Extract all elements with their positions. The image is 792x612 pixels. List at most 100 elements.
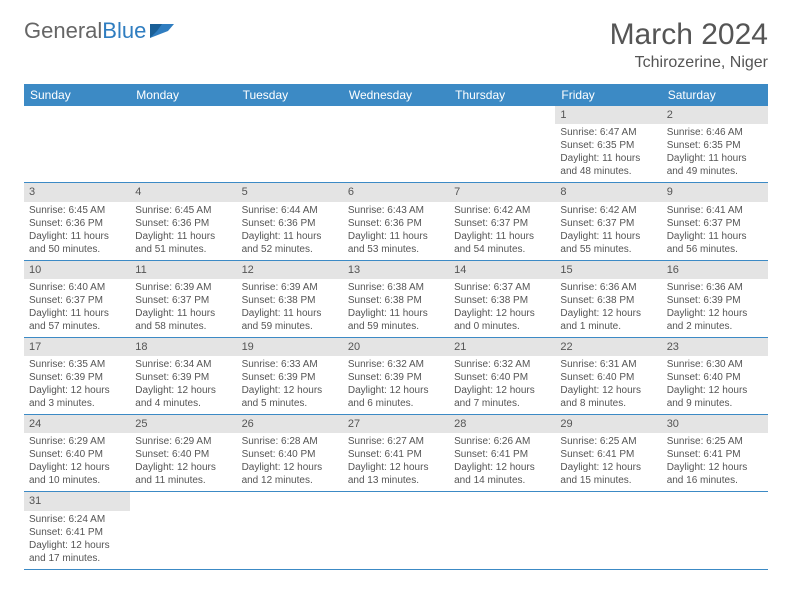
calendar-cell — [555, 492, 661, 569]
day-details: Sunrise: 6:28 AMSunset: 6:40 PMDaylight:… — [237, 433, 343, 491]
title-block: March 2024 Tchirozerine, Niger — [610, 18, 768, 72]
day-details: Sunrise: 6:30 AMSunset: 6:40 PMDaylight:… — [662, 356, 768, 414]
sunset-text: Sunset: 6:38 PM — [454, 294, 550, 307]
sunset-text: Sunset: 6:41 PM — [454, 448, 550, 461]
day-number: 6 — [343, 183, 449, 201]
day-details: Sunrise: 6:36 AMSunset: 6:39 PMDaylight:… — [662, 279, 768, 337]
daylight-text: Daylight: 11 hours and 59 minutes. — [242, 307, 338, 333]
daylight-text: Daylight: 11 hours and 56 minutes. — [667, 230, 763, 256]
sunset-text: Sunset: 6:36 PM — [242, 217, 338, 230]
sunrise-text: Sunrise: 6:26 AM — [454, 435, 550, 448]
calendar-cell: 10Sunrise: 6:40 AMSunset: 6:37 PMDayligh… — [24, 260, 130, 337]
sunset-text: Sunset: 6:41 PM — [29, 526, 125, 539]
daylight-text: Daylight: 11 hours and 52 minutes. — [242, 230, 338, 256]
calendar-cell: 19Sunrise: 6:33 AMSunset: 6:39 PMDayligh… — [237, 337, 343, 414]
calendar-cell — [449, 492, 555, 569]
sunset-text: Sunset: 6:35 PM — [667, 139, 763, 152]
sunset-text: Sunset: 6:39 PM — [348, 371, 444, 384]
sunset-text: Sunset: 6:39 PM — [29, 371, 125, 384]
day-number: 18 — [130, 338, 236, 356]
day-details: Sunrise: 6:46 AMSunset: 6:35 PMDaylight:… — [662, 124, 768, 182]
day-details: Sunrise: 6:37 AMSunset: 6:38 PMDaylight:… — [449, 279, 555, 337]
sunset-text: Sunset: 6:37 PM — [135, 294, 231, 307]
calendar-cell — [237, 492, 343, 569]
daylight-text: Daylight: 12 hours and 7 minutes. — [454, 384, 550, 410]
daylight-text: Daylight: 11 hours and 55 minutes. — [560, 230, 656, 256]
sunrise-text: Sunrise: 6:29 AM — [29, 435, 125, 448]
daylight-text: Daylight: 12 hours and 17 minutes. — [29, 539, 125, 565]
calendar-cell: 30Sunrise: 6:25 AMSunset: 6:41 PMDayligh… — [662, 415, 768, 492]
sunrise-text: Sunrise: 6:32 AM — [454, 358, 550, 371]
day-number: 26 — [237, 415, 343, 433]
day-number: 3 — [24, 183, 130, 201]
calendar-row: 24Sunrise: 6:29 AMSunset: 6:40 PMDayligh… — [24, 415, 768, 492]
calendar-row: 17Sunrise: 6:35 AMSunset: 6:39 PMDayligh… — [24, 337, 768, 414]
calendar-cell — [662, 492, 768, 569]
daylight-text: Daylight: 12 hours and 12 minutes. — [242, 461, 338, 487]
weekday-header: Thursday — [449, 84, 555, 106]
daylight-text: Daylight: 12 hours and 8 minutes. — [560, 384, 656, 410]
day-details: Sunrise: 6:45 AMSunset: 6:36 PMDaylight:… — [130, 202, 236, 260]
brand-general: General — [24, 18, 102, 44]
calendar-cell: 18Sunrise: 6:34 AMSunset: 6:39 PMDayligh… — [130, 337, 236, 414]
day-number: 23 — [662, 338, 768, 356]
sunset-text: Sunset: 6:41 PM — [667, 448, 763, 461]
weekday-header: Monday — [130, 84, 236, 106]
sunrise-text: Sunrise: 6:42 AM — [454, 204, 550, 217]
calendar-cell: 16Sunrise: 6:36 AMSunset: 6:39 PMDayligh… — [662, 260, 768, 337]
sunrise-text: Sunrise: 6:30 AM — [667, 358, 763, 371]
calendar-cell: 14Sunrise: 6:37 AMSunset: 6:38 PMDayligh… — [449, 260, 555, 337]
sunrise-text: Sunrise: 6:34 AM — [135, 358, 231, 371]
daylight-text: Daylight: 11 hours and 53 minutes. — [348, 230, 444, 256]
day-details: Sunrise: 6:24 AMSunset: 6:41 PMDaylight:… — [24, 511, 130, 569]
day-number: 27 — [343, 415, 449, 433]
daylight-text: Daylight: 12 hours and 9 minutes. — [667, 384, 763, 410]
daylight-text: Daylight: 12 hours and 14 minutes. — [454, 461, 550, 487]
calendar-cell — [343, 106, 449, 183]
daylight-text: Daylight: 12 hours and 16 minutes. — [667, 461, 763, 487]
day-number: 19 — [237, 338, 343, 356]
sunrise-text: Sunrise: 6:37 AM — [454, 281, 550, 294]
day-number: 5 — [237, 183, 343, 201]
day-number: 9 — [662, 183, 768, 201]
daylight-text: Daylight: 12 hours and 2 minutes. — [667, 307, 763, 333]
daylight-text: Daylight: 11 hours and 54 minutes. — [454, 230, 550, 256]
sunset-text: Sunset: 6:40 PM — [454, 371, 550, 384]
sunrise-text: Sunrise: 6:42 AM — [560, 204, 656, 217]
sunrise-text: Sunrise: 6:32 AM — [348, 358, 444, 371]
day-details: Sunrise: 6:38 AMSunset: 6:38 PMDaylight:… — [343, 279, 449, 337]
sunset-text: Sunset: 6:40 PM — [29, 448, 125, 461]
day-number: 12 — [237, 261, 343, 279]
day-number: 11 — [130, 261, 236, 279]
sunrise-text: Sunrise: 6:47 AM — [560, 126, 656, 139]
day-details: Sunrise: 6:36 AMSunset: 6:38 PMDaylight:… — [555, 279, 661, 337]
calendar-cell — [343, 492, 449, 569]
calendar-cell — [130, 492, 236, 569]
daylight-text: Daylight: 11 hours and 48 minutes. — [560, 152, 656, 178]
calendar-cell: 15Sunrise: 6:36 AMSunset: 6:38 PMDayligh… — [555, 260, 661, 337]
day-details: Sunrise: 6:31 AMSunset: 6:40 PMDaylight:… — [555, 356, 661, 414]
day-details: Sunrise: 6:32 AMSunset: 6:40 PMDaylight:… — [449, 356, 555, 414]
calendar-cell: 7Sunrise: 6:42 AMSunset: 6:37 PMDaylight… — [449, 183, 555, 260]
daylight-text: Daylight: 12 hours and 5 minutes. — [242, 384, 338, 410]
sunset-text: Sunset: 6:36 PM — [29, 217, 125, 230]
calendar-cell: 27Sunrise: 6:27 AMSunset: 6:41 PMDayligh… — [343, 415, 449, 492]
day-number: 25 — [130, 415, 236, 433]
month-title: March 2024 — [610, 18, 768, 52]
day-details: Sunrise: 6:25 AMSunset: 6:41 PMDaylight:… — [662, 433, 768, 491]
day-number: 20 — [343, 338, 449, 356]
calendar-row: 10Sunrise: 6:40 AMSunset: 6:37 PMDayligh… — [24, 260, 768, 337]
day-number: 14 — [449, 261, 555, 279]
calendar-cell: 22Sunrise: 6:31 AMSunset: 6:40 PMDayligh… — [555, 337, 661, 414]
calendar-cell: 20Sunrise: 6:32 AMSunset: 6:39 PMDayligh… — [343, 337, 449, 414]
sunset-text: Sunset: 6:39 PM — [135, 371, 231, 384]
daylight-text: Daylight: 12 hours and 3 minutes. — [29, 384, 125, 410]
calendar-cell — [130, 106, 236, 183]
sunset-text: Sunset: 6:40 PM — [242, 448, 338, 461]
daylight-text: Daylight: 12 hours and 1 minute. — [560, 307, 656, 333]
sunrise-text: Sunrise: 6:45 AM — [135, 204, 231, 217]
calendar-cell: 28Sunrise: 6:26 AMSunset: 6:41 PMDayligh… — [449, 415, 555, 492]
sunset-text: Sunset: 6:37 PM — [29, 294, 125, 307]
location: Tchirozerine, Niger — [610, 54, 768, 72]
sunset-text: Sunset: 6:40 PM — [560, 371, 656, 384]
